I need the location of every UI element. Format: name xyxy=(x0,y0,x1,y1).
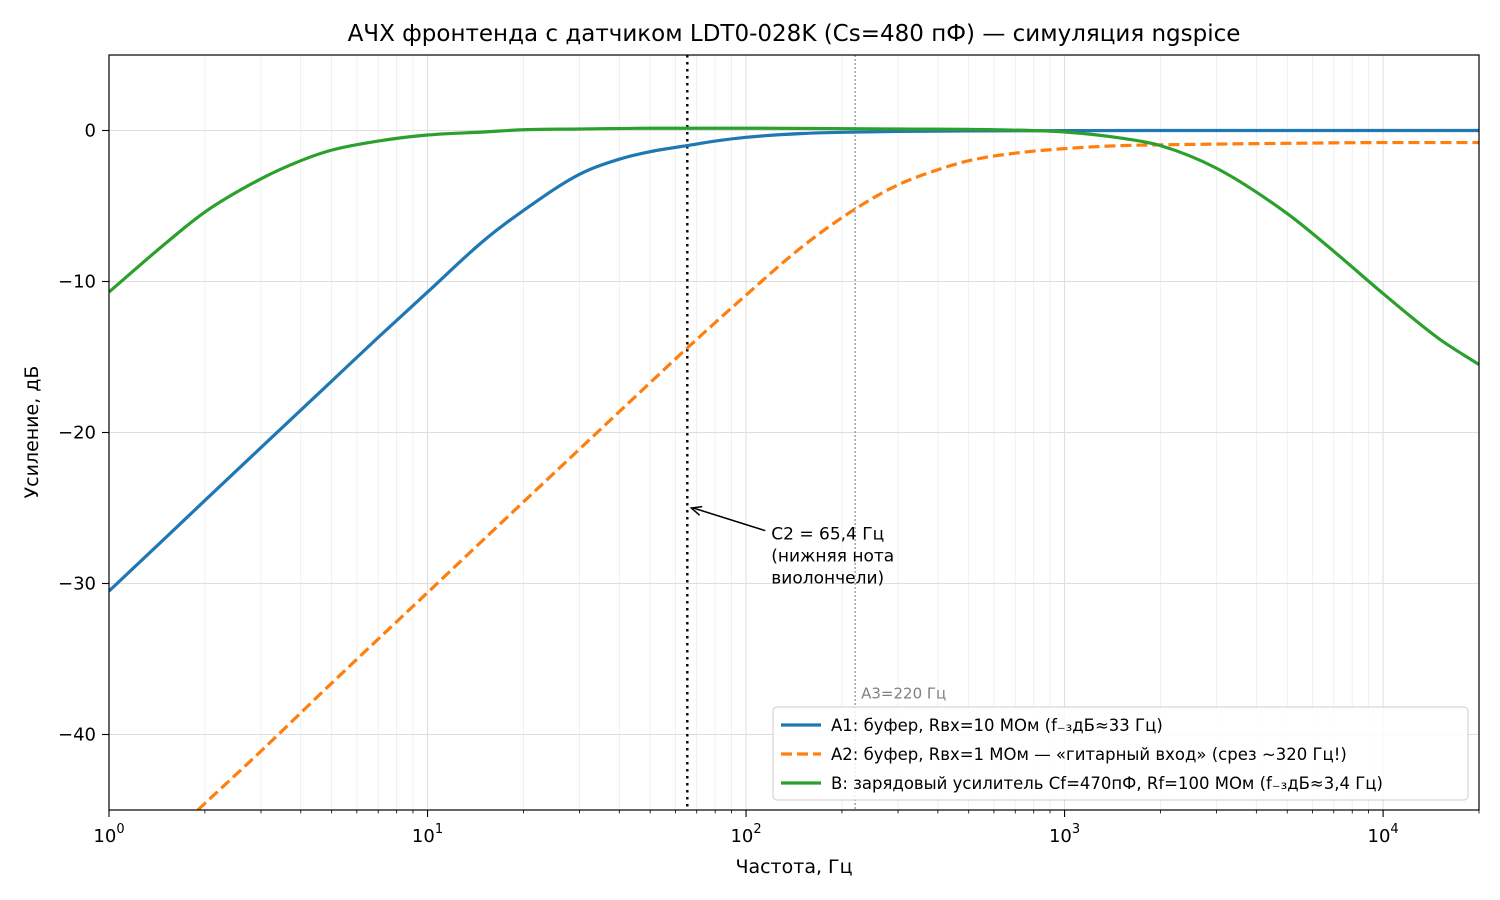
y-tick-label: −20 xyxy=(58,423,96,444)
axis-ticks: 100 101 102 103 104 0 −10 −20 −30 −40 xyxy=(58,121,1480,847)
y-tick-label: 0 xyxy=(85,121,96,142)
series-line-1 xyxy=(109,128,1479,593)
y-tick-label: −30 xyxy=(58,574,96,595)
x-tick-label: 101 xyxy=(412,822,443,847)
reference-lines: A3=220 Гц xyxy=(686,55,946,810)
legend-label-3: B: зарядовый усилитель Cf=470пФ, Rf=100 … xyxy=(831,774,1383,793)
legend-label-2: A2: буфер, Rвх=1 МОм — «гитарный вход» (… xyxy=(831,745,1347,764)
chart-title: АЧХ фронтенда с датчиком LDT0-028K (Cs=4… xyxy=(348,21,1241,47)
legend-label-1: A1: буфер, Rвх=10 МОм (f₋₃дБ≈33 Гц) xyxy=(831,716,1163,735)
series-line-2 xyxy=(196,140,1479,810)
annotation-text-line: C2 = 65,4 Гц xyxy=(771,525,884,545)
annotation-text-line: виолончели) xyxy=(771,569,884,589)
grid xyxy=(108,55,1480,810)
y-axis-title: Усиление, дБ xyxy=(21,366,43,499)
legend: A1: буфер, Rвх=10 МОм (f₋₃дБ≈33 Гц) A2: б… xyxy=(772,706,1469,801)
annotation-text-line: (нижняя нота xyxy=(771,547,894,567)
y-tick-label: −40 xyxy=(58,725,96,746)
x-tick-label: 100 xyxy=(93,822,124,847)
reference-line-label: A3=220 Гц xyxy=(861,684,946,702)
legend-box xyxy=(772,706,1469,801)
x-tick-label: 102 xyxy=(730,822,761,847)
series-group xyxy=(109,126,1479,810)
annotation-arrowhead xyxy=(689,505,703,516)
series-line-3 xyxy=(109,126,1479,366)
x-axis-title: Частота, Гц xyxy=(735,856,852,878)
x-tick-label: 103 xyxy=(1049,822,1080,847)
y-tick-label: −10 xyxy=(58,272,96,293)
x-tick-label: 104 xyxy=(1368,822,1399,847)
annotation-arrow xyxy=(693,507,766,532)
